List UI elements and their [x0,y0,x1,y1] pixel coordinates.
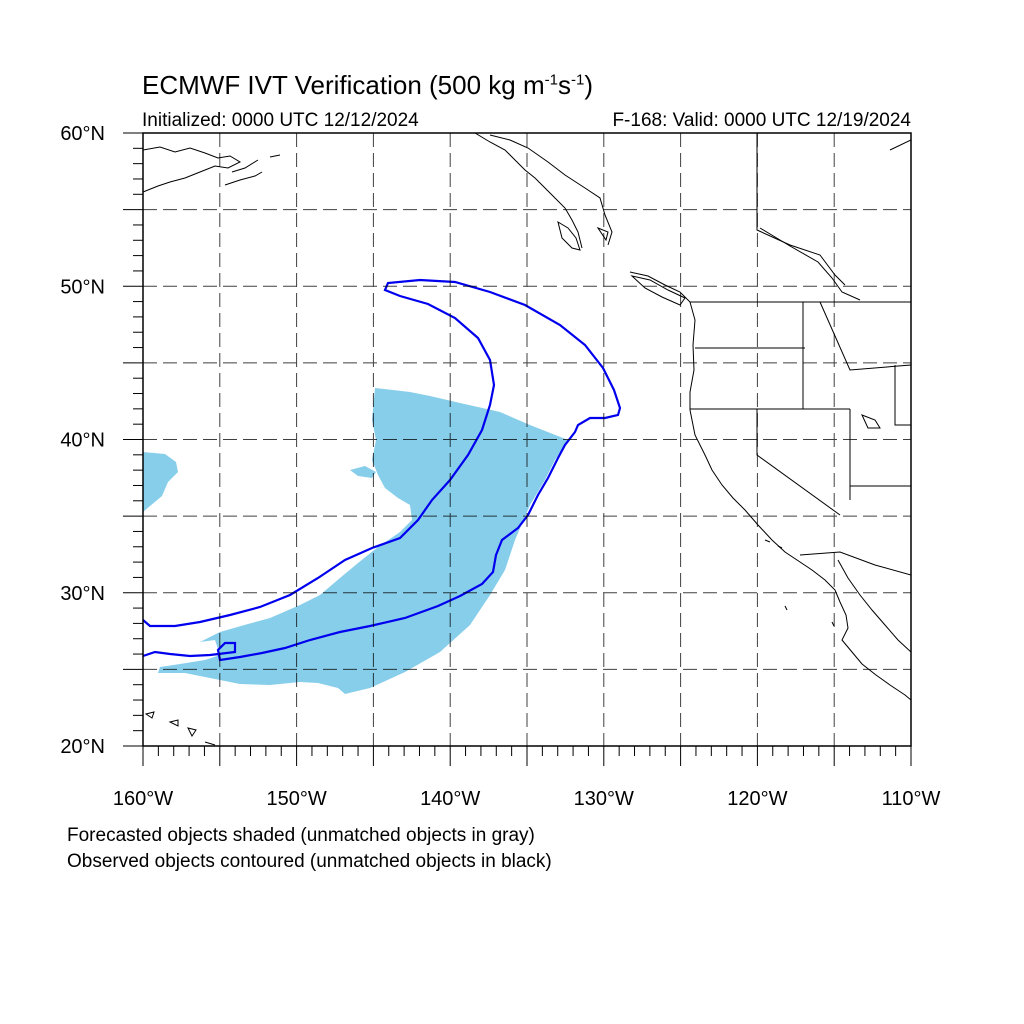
observed-legend-note: Observed objects contoured (unmatched ob… [67,851,552,872]
lat-label: 20°N [60,736,105,758]
lon-label: 110°W [882,788,941,810]
mexico-border [799,551,911,576]
lon-label: 150°W [266,788,326,810]
observed-object-contour [143,278,622,662]
canada-inland-lines [759,139,911,301]
alaska-coast [143,146,242,193]
lat-label: 40°N [60,430,105,452]
lat-label: 60°N [60,123,105,145]
lat-label: 50°N [60,276,105,298]
forecast-object-main [158,388,568,694]
lon-label: 160°W [113,788,173,810]
init-time-label: Initialized: 0000 UTC 12/12/2024 [142,110,419,131]
valid-time-label: F-168: Valid: 0000 UTC 12/19/2024 [612,110,911,131]
channel-islands [764,539,835,627]
forecast-legend-note: Forecasted objects shaded (unmatched obj… [67,825,535,846]
us-west-coast [629,271,911,701]
gulf-of-california-coast [837,559,911,653]
hawaii-islands [144,711,216,746]
bc-islands [557,220,609,251]
lon-label: 140°W [420,788,480,810]
lon-label: 130°W [574,788,634,810]
forecast-object-west [143,452,178,512]
chart-title: ECMWF IVT Verification (500 kg m-1s-1) [142,70,593,100]
great-salt-lake [861,414,881,429]
alaska-island-arc [224,154,281,186]
lat-label: 30°N [60,583,105,605]
alaska-panhandle-coast [474,133,613,249]
lon-label: 120°W [727,788,787,810]
state-borders [690,133,911,516]
vancouver-island [630,275,686,306]
forecast-object-inlet [350,466,376,478]
